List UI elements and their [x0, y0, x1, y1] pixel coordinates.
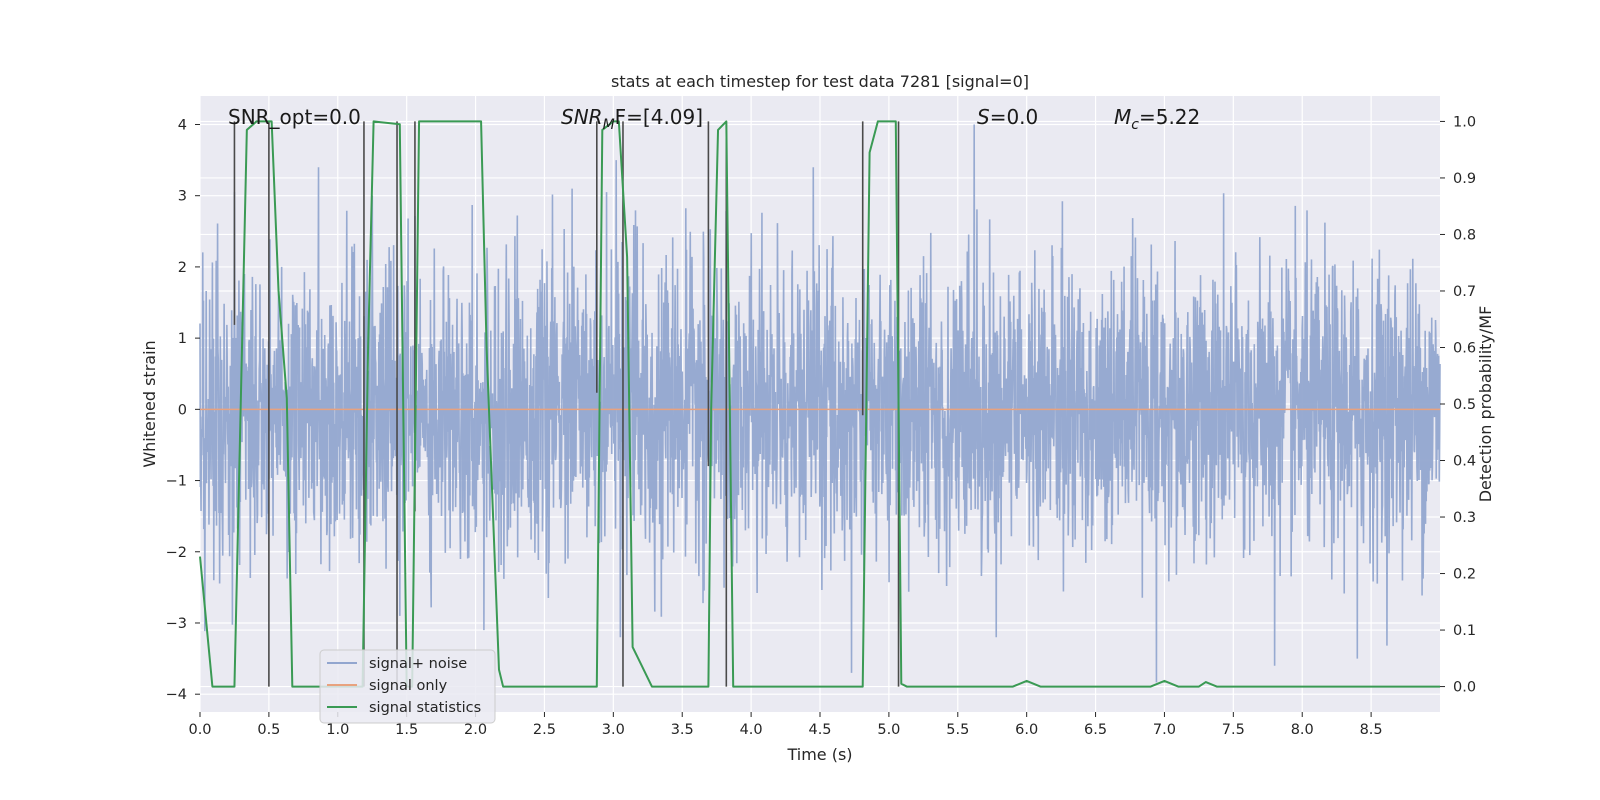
y-tick-label-6: −2 — [166, 545, 187, 561]
annotation-snr-mf: SNRMF=[4.09] — [561, 105, 703, 133]
y-right-tick-label-4: 0.6 — [1453, 340, 1476, 356]
y-tick-label-5: −1 — [166, 474, 187, 490]
chart-title: stats at each timestep for test data 728… — [611, 72, 1029, 91]
x-tick-label-3: 1.5 — [395, 722, 418, 738]
annotation-mc: Mc=5.22 — [1114, 105, 1200, 133]
signal-statistics-line — [199, 120, 1440, 688]
signal-statistics-series — [199, 120, 1440, 688]
y-right-tick-label-6: 0.4 — [1453, 454, 1476, 470]
x-axis-ticks: 0.0 0.5 1.0 1.5 2.0 2.5 3.0 3.5 4.0 4.5 5.0 5.5 6.0 6… — [188, 712, 1383, 738]
annotation-snr-mf-main: SNR — [561, 105, 603, 129]
annotation-mc-rest: =5.22 — [1139, 105, 1200, 129]
y-right-tick-label-0: 1.0 — [1453, 114, 1476, 130]
signal-noise-series — [199, 124, 1441, 683]
y-tick-label-4: 0 — [178, 402, 187, 418]
y-tick-label-7: −3 — [166, 616, 187, 632]
x-tick-label-0: 0.0 — [188, 722, 211, 738]
y-tick-label-2: 2 — [178, 260, 187, 276]
y-axis-ticks: 4 3 2 1 0 −1 −2 −3 −4 — [166, 117, 200, 703]
y-tick-label-0: 4 — [178, 117, 187, 133]
legend-label-signal-statistics: signal statistics — [369, 700, 481, 716]
legend-box — [319, 649, 496, 724]
annotation-snr-opt: SNR_opt=0.0 — [228, 105, 361, 129]
signal-noise-line — [199, 124, 1441, 683]
y-right-tick-label-9: 0.1 — [1453, 623, 1476, 639]
y-axis-label: Whitened strain — [140, 340, 159, 467]
legend-label-signal-only: signal only — [369, 678, 448, 694]
x-tick-label-2: 1.0 — [326, 722, 349, 738]
y-tick-label-1: 3 — [178, 189, 187, 205]
legend-label-signal-noise: signal+ noise — [369, 656, 467, 672]
y-right-tick-label-2: 0.8 — [1453, 227, 1476, 243]
x-tick-label-6: 3.0 — [602, 722, 625, 738]
y-right-tick-label-8: 0.2 — [1453, 567, 1476, 583]
x-tick-label-10: 5.0 — [877, 722, 900, 738]
annotation-s-main: S — [977, 105, 990, 129]
x-tick-label-4: 2.0 — [464, 722, 487, 738]
x-tick-label-17: 8.5 — [1360, 722, 1383, 738]
y-right-axis-label: Detection probability/MF — [1476, 306, 1495, 503]
y-right-tick-label-3: 0.7 — [1453, 284, 1476, 300]
y-right-tick-label-5: 0.5 — [1453, 397, 1476, 413]
annotation-mc-main: M — [1114, 105, 1131, 129]
x-tick-label-13: 6.5 — [1084, 722, 1107, 738]
y-tick-label-8: −4 — [166, 687, 187, 703]
x-tick-label-9: 4.5 — [808, 722, 831, 738]
x-axis-label: Time (s) — [786, 745, 852, 764]
x-tick-label-16: 8.0 — [1291, 722, 1314, 738]
x-tick-label-8: 4.0 — [740, 722, 763, 738]
y-right-tick-label-1: 0.9 — [1453, 171, 1476, 187]
x-tick-label-1: 0.5 — [257, 722, 280, 738]
x-tick-label-11: 5.5 — [946, 722, 969, 738]
legend: signal+ noise signal only signal statist… — [319, 649, 496, 724]
y-right-tick-label-10: 0.0 — [1453, 680, 1476, 696]
annotation-s-rest: =0.0 — [990, 105, 1039, 129]
x-tick-label-7: 3.5 — [671, 722, 694, 738]
y-right-tick-label-7: 0.3 — [1453, 510, 1476, 526]
annotation-snr-mf-sub: M — [603, 117, 615, 133]
x-tick-label-14: 7.0 — [1153, 722, 1176, 738]
annotation-mc-sub: c — [1131, 117, 1139, 133]
x-tick-label-5: 2.5 — [533, 722, 556, 738]
annotation-snr-mf-rest: F=[4.09] — [615, 105, 703, 129]
y-right-axis-ticks: 1.0 0.9 0.8 0.7 0.6 0.5 0.4 0.3 0.2 0.1 0.0 — [1440, 114, 1476, 696]
x-tick-label-15: 7.5 — [1222, 722, 1245, 738]
y-tick-label-3: 1 — [178, 331, 187, 347]
x-tick-label-12: 6.0 — [1015, 722, 1038, 738]
annotation-s: S=0.0 — [977, 105, 1038, 129]
